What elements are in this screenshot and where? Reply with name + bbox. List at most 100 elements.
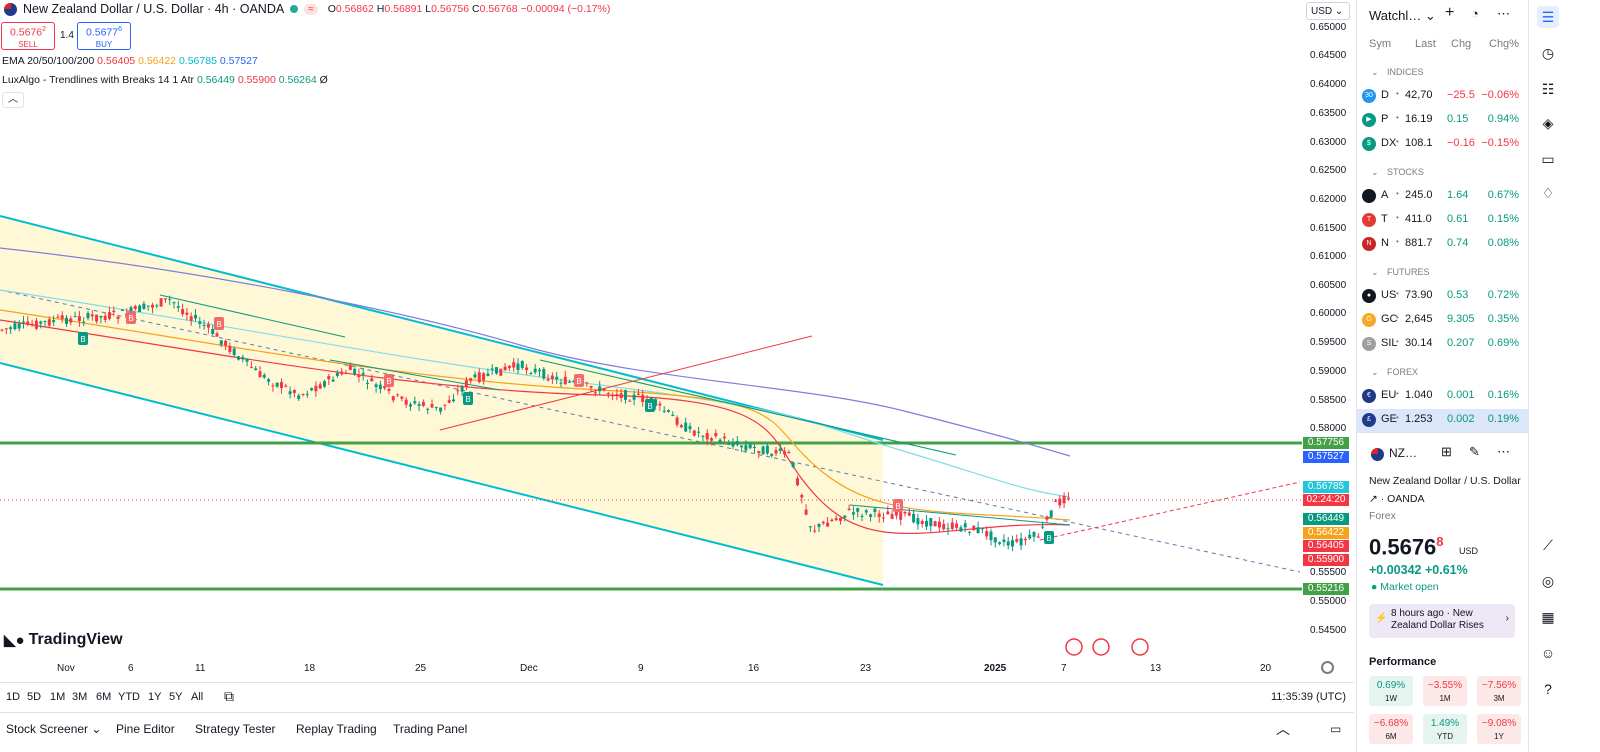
news-icon[interactable]: ☷ xyxy=(1541,81,1555,97)
utc-clock[interactable]: 11:35:39 (UTC) xyxy=(1271,691,1346,703)
watchlist-row[interactable]: G GC • 2,645 9.305 0.35% xyxy=(1357,309,1528,332)
candle-body xyxy=(542,368,546,379)
watchlist-row[interactable]: S SIL • 30.14 0.207 0.69% xyxy=(1357,333,1528,356)
range-1d-button[interactable]: 1D xyxy=(6,691,21,703)
details-exchange[interactable]: ↗ · OANDA xyxy=(1369,493,1425,505)
maximize-icon[interactable]: ▭ xyxy=(1330,722,1342,736)
candle-body xyxy=(314,385,318,392)
sell-button[interactable]: 0.56762 SELL xyxy=(1,22,55,50)
details-symbol[interactable]: NZ… xyxy=(1389,446,1417,460)
tab-strategy-tester[interactable]: Strategy Tester xyxy=(195,722,276,736)
candle-body xyxy=(245,358,249,362)
performance-cell[interactable]: −3.55% 1M xyxy=(1423,676,1467,706)
more-icon[interactable]: ⋯ xyxy=(1497,444,1510,459)
community-icon[interactable]: ☺ xyxy=(1540,645,1556,661)
watchlist-row[interactable]: € EU • 1.040 0.001 0.16% xyxy=(1357,385,1528,408)
watchlist-section-indices[interactable]: INDICES xyxy=(1387,67,1424,77)
watchlist-row[interactable]: £ GE • 1.253 0.002 0.19% xyxy=(1357,409,1528,432)
watchlist-icon[interactable]: ☰ xyxy=(1537,6,1559,28)
watchlist-section-stocks[interactable]: STOCKS xyxy=(1387,167,1424,177)
range-3m-button[interactable]: 3M xyxy=(72,691,88,703)
advanced-view-icon[interactable]: ◔ xyxy=(1471,6,1479,21)
currency-select[interactable]: USD ⌄ xyxy=(1306,2,1350,20)
candle-body xyxy=(361,372,365,375)
candle-body xyxy=(722,436,726,439)
news-card[interactable]: ⚡ 8 hours ago · New Zealand Dollar Rises… xyxy=(1369,604,1515,638)
range-5d-button[interactable]: 5D xyxy=(27,691,42,703)
watchlist-section-forex[interactable]: FOREX xyxy=(1387,367,1419,377)
performance-cell[interactable]: −9.08% 1Y xyxy=(1477,714,1521,744)
time-axis-label: Nov xyxy=(57,663,75,674)
more-icon[interactable]: ⋯ xyxy=(1497,6,1510,21)
target-icon[interactable]: ◎ xyxy=(1541,573,1555,589)
tab-stock-screener[interactable]: Stock Screener ⌄ xyxy=(6,722,102,736)
status-dot-icon: • xyxy=(1396,137,1399,146)
economic-event-icon xyxy=(1092,638,1110,656)
watchlist-row[interactable]: ▶ P • 16.19 0.15 0.94% xyxy=(1357,109,1528,132)
chevron-down-icon[interactable]: ⌄ xyxy=(1371,267,1379,277)
range-1y-button[interactable]: 1Y xyxy=(148,691,162,703)
tradingview-logo[interactable]: ◣● TradingView xyxy=(4,631,123,649)
time-axis-label: 11 xyxy=(195,663,206,674)
drawing-icon[interactable]: ⟋ xyxy=(1543,537,1553,553)
performance-cell[interactable]: −6.68% 6M xyxy=(1369,714,1413,744)
range-all-button[interactable]: All xyxy=(191,691,204,703)
layers-icon[interactable]: ◈ xyxy=(1542,115,1554,131)
chevron-down-icon[interactable]: ⌄ xyxy=(1371,367,1379,377)
help-icon[interactable]: ? xyxy=(1544,681,1552,697)
watchlist-last: 1.253 xyxy=(1405,413,1433,425)
tab-replay-trading[interactable]: Replay Trading xyxy=(296,722,377,736)
performance-cell[interactable]: −7.56% 3M xyxy=(1477,676,1521,706)
watchlist-row[interactable]: N N • 881.7 0.74 0.08% xyxy=(1357,233,1528,256)
col-last[interactable]: Last xyxy=(1415,38,1436,50)
candle-body xyxy=(305,393,309,395)
performance-cell[interactable]: 1.49% YTD xyxy=(1423,714,1467,744)
chat-icon[interactable]: ▭ xyxy=(1541,151,1555,167)
add-symbol-icon[interactable]: + xyxy=(1445,4,1455,21)
range-5y-button[interactable]: 5Y xyxy=(169,691,183,703)
notifications-icon[interactable]: ♢ xyxy=(1541,185,1555,201)
watchlist-title[interactable]: Watchl… ⌄ xyxy=(1369,8,1436,23)
symbol-header[interactable]: New Zealand Dollar / U.S. Dollar · 4h · … xyxy=(4,2,610,16)
price-chart[interactable]: B B B B B B B B B xyxy=(0,0,1302,680)
col-sym[interactable]: Sym xyxy=(1369,38,1391,50)
performance-cell[interactable]: 0.69% 1W xyxy=(1369,676,1413,706)
tradingview-logo-icon: ◣● xyxy=(4,632,25,649)
alerts-clock-icon[interactable]: ◷ xyxy=(1541,45,1555,61)
date-range-icon[interactable]: ⧉ xyxy=(224,688,234,704)
watchlist-row[interactable]: T T • 411.0 0.61 0.15% xyxy=(1357,209,1528,232)
tab-pine-editor[interactable]: Pine Editor xyxy=(116,722,175,736)
candle-body xyxy=(353,368,357,374)
tab-trading-panel[interactable]: Trading Panel xyxy=(393,722,468,736)
chevron-up-icon[interactable]: ︿ xyxy=(2,92,24,108)
gear-icon[interactable] xyxy=(1321,661,1334,674)
watchlist-section-futures[interactable]: FUTURES xyxy=(1387,267,1430,277)
watchlist-row[interactable]: 30 D • 42,70 −25.5 −0.06% xyxy=(1357,85,1528,108)
col-chg-pct[interactable]: Chg% xyxy=(1489,38,1519,50)
edit-icon[interactable]: ✎ xyxy=(1469,444,1480,459)
candle-body xyxy=(658,403,662,406)
watchlist-row[interactable]: A • 245.0 1.64 0.67% xyxy=(1357,185,1528,208)
candle-body xyxy=(662,410,666,412)
candle-body xyxy=(374,384,378,387)
col-chg[interactable]: Chg xyxy=(1451,38,1472,50)
watchlist-row[interactable]: ● US • 73.90 0.53 0.72% xyxy=(1357,285,1528,308)
price-axis-label: 0.63000 xyxy=(1310,137,1347,148)
range-6m-button[interactable]: 6M xyxy=(96,691,112,703)
range-1m-button[interactable]: 1M xyxy=(50,691,66,703)
range-ytd-button[interactable]: YTD xyxy=(118,691,140,703)
chevron-down-icon[interactable]: ⌄ xyxy=(1371,167,1379,177)
price-axis-label: 0.55500 xyxy=(1310,567,1347,578)
chevron-up-icon[interactable]: ︿ xyxy=(1276,721,1290,737)
grid-icon[interactable]: ⊞ xyxy=(1441,444,1452,459)
buy-button[interactable]: 0.56776 BUY xyxy=(77,22,131,50)
candle-body xyxy=(116,316,120,319)
chevron-down-icon[interactable]: ⌄ xyxy=(1371,67,1379,77)
ema-indicator-legend[interactable]: EMA 20/50/100/200 0.56405 0.56422 0.5678… xyxy=(2,55,258,67)
calendar-icon[interactable]: ▦ xyxy=(1541,609,1555,625)
lightning-icon: ⚡ xyxy=(1375,613,1388,624)
candle-body xyxy=(1006,541,1010,546)
candle-body xyxy=(813,530,817,532)
watchlist-row[interactable]: $ DX • 108.1 −0.16 −0.15% xyxy=(1357,133,1528,156)
luxalgo-indicator-legend[interactable]: LuxAlgo - Trendlines with Breaks 14 1 At… xyxy=(2,74,328,86)
